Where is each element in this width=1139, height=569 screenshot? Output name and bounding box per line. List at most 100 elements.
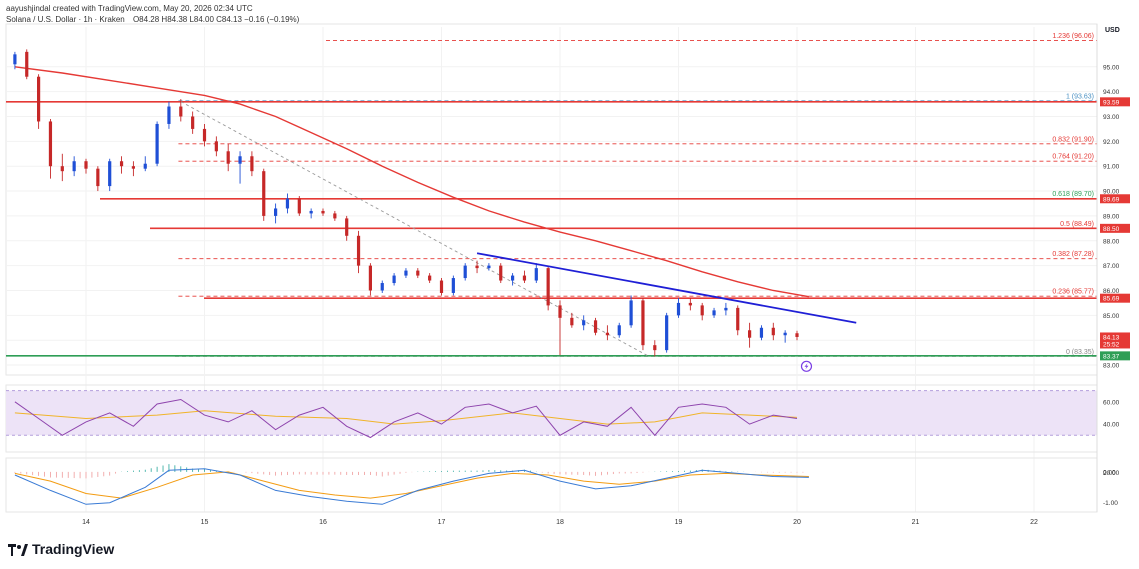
- candle: [629, 295, 633, 328]
- candle: [593, 317, 598, 336]
- macd-tick-label: -1.00: [1103, 500, 1118, 507]
- candle-body: [451, 278, 455, 293]
- candle-body: [617, 325, 621, 336]
- price-tag: [1100, 194, 1130, 204]
- tradingview-brand: TradingView: [8, 541, 114, 557]
- candle: [570, 312, 574, 328]
- candle-body: [665, 315, 669, 351]
- candle: [179, 99, 183, 122]
- candle-body: [226, 151, 230, 164]
- candle: [522, 270, 527, 284]
- candle: [676, 297, 681, 318]
- candle: [333, 210, 337, 221]
- candle-body: [404, 270, 408, 276]
- candle-body: [463, 265, 467, 279]
- candle-body: [499, 265, 503, 281]
- x-tick-label: 22: [1030, 519, 1038, 526]
- chart-header: aayushjindal created with TradingView.co…: [6, 3, 299, 25]
- x-tick-label: 19: [675, 519, 683, 526]
- candle: [605, 325, 609, 341]
- candle-body: [653, 345, 657, 351]
- candle: [202, 123, 207, 147]
- candle: [653, 340, 657, 357]
- fib-level-label: 0 (83.35): [1066, 349, 1094, 356]
- candle-body: [605, 332, 609, 336]
- moving-average-line: [14, 66, 810, 298]
- candle-body: [759, 327, 764, 338]
- price-tick-label: 90.00: [1103, 189, 1120, 196]
- candle: [96, 166, 100, 192]
- candle: [558, 300, 562, 356]
- candle-body: [167, 106, 171, 124]
- rsi-tick-label: 60.00: [1103, 399, 1120, 406]
- price-tick-label: 88.00: [1103, 238, 1120, 245]
- candle: [214, 136, 218, 157]
- candle: [84, 158, 88, 174]
- candle: [250, 151, 254, 177]
- candle: [356, 230, 361, 274]
- candle-body: [783, 332, 787, 336]
- candle-body: [108, 161, 112, 187]
- candle: [534, 263, 538, 284]
- candle: [771, 322, 775, 341]
- price-tick-label: 87.00: [1103, 263, 1120, 270]
- candle-body: [155, 123, 159, 164]
- price-tick-label: 89.00: [1103, 213, 1120, 220]
- candle: [617, 322, 621, 338]
- candle-body: [487, 265, 491, 269]
- x-tick-label: 15: [201, 519, 209, 526]
- candle: [380, 280, 384, 293]
- candle: [226, 143, 230, 172]
- candle: [688, 297, 692, 311]
- ohlc-values: O84.28 H84.38 L84.00 C84.13 −0.16 (−0.19…: [132, 15, 300, 24]
- candle-body: [345, 218, 349, 236]
- symbol-label: Solana / U.S. Dollar · 1h · Kraken: [6, 15, 125, 24]
- price-tick-label: 91.00: [1103, 164, 1120, 171]
- candle-body: [593, 320, 598, 333]
- candle: [131, 161, 135, 177]
- candle: [665, 312, 669, 353]
- candle: [13, 51, 17, 70]
- x-tick-label: 14: [82, 519, 90, 526]
- candle-body: [511, 275, 515, 281]
- candle-body: [285, 198, 290, 209]
- price-tag-label: 93.59: [1103, 99, 1120, 106]
- candle: [321, 208, 325, 216]
- macd-tick-label: 0.00: [1103, 469, 1116, 476]
- candle-body: [428, 275, 432, 281]
- rsi-tick-label: 40.00: [1103, 422, 1120, 429]
- candle: [783, 330, 787, 343]
- price-tag: [1100, 351, 1130, 361]
- price-tag-countdown: 25:52: [1103, 341, 1120, 348]
- price-tag: [1100, 97, 1130, 107]
- candle-body: [558, 305, 562, 318]
- candle-body: [748, 330, 752, 338]
- candle: [475, 260, 479, 274]
- candle-body: [688, 302, 692, 306]
- candle-body: [641, 300, 645, 346]
- candle: [108, 158, 112, 192]
- candle-body: [179, 106, 183, 117]
- candle: [285, 193, 290, 214]
- candle: [274, 203, 278, 224]
- fib-level-label: 0.382 (87.28): [1052, 251, 1094, 258]
- candle-body: [309, 210, 313, 214]
- candle-body: [392, 275, 396, 284]
- candle-body: [60, 166, 64, 172]
- candle: [546, 265, 550, 311]
- fib-level-label: 0.618 (89.70): [1052, 191, 1094, 198]
- fib-level-label: 1 (93.63): [1066, 93, 1094, 100]
- candle-body: [582, 320, 586, 326]
- candle: [119, 156, 124, 174]
- price-chart[interactable]: 14 15 16 17 18 19 20 21 22 95.00 94.00 93.00 92.00 91…: [0, 0, 1139, 530]
- candle-body: [262, 171, 266, 216]
- event-marker-glyph: [804, 363, 809, 370]
- rsi-band: [6, 390, 1097, 436]
- candle-body: [724, 307, 728, 311]
- candle: [191, 111, 195, 134]
- candle: [748, 322, 752, 348]
- price-tick-label: 93.00: [1103, 114, 1120, 121]
- candle-body: [13, 54, 17, 65]
- candle-body: [356, 235, 361, 266]
- candle-body: [202, 128, 207, 142]
